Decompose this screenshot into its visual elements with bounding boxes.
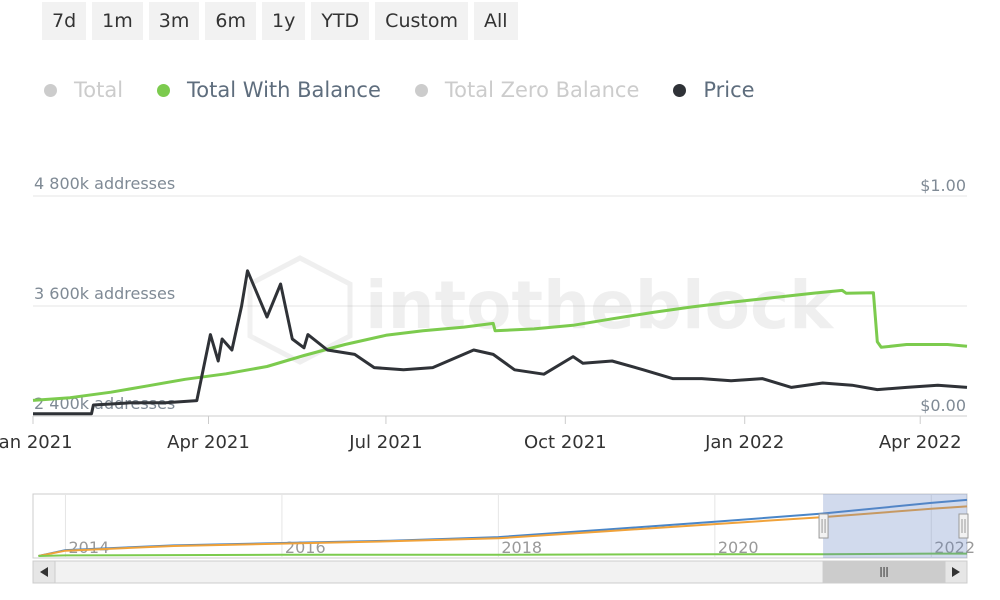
watermark: intotheblock [247, 255, 835, 365]
legend-label: Total [74, 78, 124, 102]
navigator-series-line [38, 505, 968, 557]
legend-dot-icon [673, 83, 687, 97]
series-group [32, 269, 968, 416]
range-button-all[interactable]: All [473, 2, 518, 40]
legend-dot-icon [414, 83, 428, 97]
navigator-handle-right[interactable] [958, 513, 969, 539]
range-selector: 7d 1m 3m 6m 1y YTD Custom All [42, 2, 518, 40]
watermark-text: intotheblock [365, 267, 835, 344]
y-right-tick-label: $1.00 [920, 176, 966, 195]
range-button-1y[interactable]: 1y [261, 2, 306, 40]
legend-dot-icon [157, 83, 171, 97]
y-right-tick-label: $0.00 [920, 396, 966, 415]
arrow-right-icon [952, 567, 960, 577]
x-tick-label: Jan 2021 [0, 432, 73, 453]
y-axis-right: $0.00 $1.00 [920, 176, 966, 415]
series-line-total-with-balance [32, 288, 968, 402]
range-button-custom[interactable]: Custom [375, 2, 468, 40]
legend-dot-icon [44, 83, 57, 97]
legend-label: Price [703, 78, 755, 102]
navigator-tick-label: 2018 [501, 538, 542, 557]
range-button-1m[interactable]: 1m [92, 2, 143, 40]
legend-label: Total With Balance [187, 78, 381, 102]
watermark-logo-icon [247, 255, 353, 365]
x-tick-label: Jan 2022 [704, 432, 784, 453]
x-tick-label: Jul 2021 [348, 432, 422, 453]
x-axis: Jan 2021 Apr 2021 Jul 2021 Oct 2021 Jan 2022… [0, 416, 962, 453]
x-tick-label: Apr 2022 [879, 432, 962, 453]
navigator-selection[interactable] [818, 494, 969, 558]
range-button-3m[interactable]: 3m [148, 2, 200, 40]
range-button-ytd[interactable]: YTD [311, 2, 370, 40]
navigator-tick-label: 2022 [934, 538, 975, 557]
grip-icon [880, 567, 888, 577]
range-button-7d[interactable]: 7d [42, 2, 87, 40]
legend-item-total-zero-balance[interactable]: Total Zero Balance [414, 78, 640, 102]
navigator-selection-mask[interactable] [823, 494, 967, 558]
y-left-tick-label: 4 800k addresses [34, 174, 175, 193]
navigator-frame [32, 493, 968, 559]
handle-body[interactable] [958, 513, 969, 539]
legend-item-price[interactable]: Price [673, 78, 755, 102]
navigator-handle-left[interactable] [818, 513, 829, 539]
range-button-6m[interactable]: 6m [205, 2, 256, 40]
y-left-tick-label: 3 600k addresses [34, 284, 175, 303]
scrollbar[interactable] [32, 560, 968, 584]
navigator-series-line [38, 552, 967, 557]
navigator-tick-label: 2014 [68, 538, 109, 557]
legend-item-total-with-balance[interactable]: Total With Balance [157, 78, 381, 102]
grid [33, 195, 967, 417]
arrow-left-icon [40, 567, 48, 577]
x-tick-label: Apr 2021 [167, 432, 250, 453]
navigator-series [38, 498, 968, 557]
navigator-tick-label: 2020 [718, 538, 759, 557]
legend-label: Total Zero Balance [444, 78, 640, 102]
x-tick-label: Oct 2021 [524, 432, 607, 453]
legend: Total Total With Balance Total Zero Balanc… [44, 78, 789, 102]
handle-body[interactable] [818, 513, 829, 539]
legend-item-total[interactable]: Total [44, 78, 123, 102]
series-line-price [33, 269, 968, 416]
